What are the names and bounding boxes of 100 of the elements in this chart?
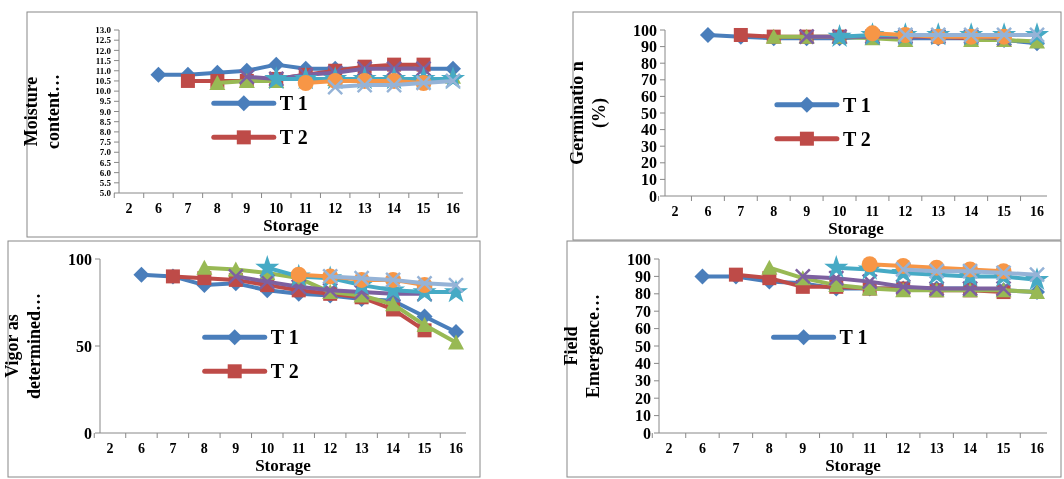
legend-label: T 1 (842, 93, 871, 116)
y-axis-title: Germinatio n (%) (567, 61, 610, 165)
y-tick-label: 100 (68, 250, 92, 268)
x-tick-label: 6 (154, 201, 162, 216)
y-tick-label: 5.0 (99, 188, 112, 199)
x-tick-label: 12 (323, 441, 338, 456)
x-tick-label: 14 (963, 441, 978, 456)
legend-label: T 2 (270, 360, 299, 383)
y-tick-label: 0 (84, 424, 92, 442)
y-tick-label: 50 (635, 337, 651, 355)
x-tick-label: 6 (698, 441, 706, 456)
x-tick-label: 7 (169, 441, 177, 456)
y-tick-label: 80 (641, 54, 657, 72)
y-tick-label: 20 (635, 389, 651, 407)
x-tick-label: 12 (328, 201, 343, 216)
x-axis-title: Storage (255, 456, 312, 475)
y-tick-label: 100 (627, 250, 651, 268)
x-tick-label: 10 (832, 204, 847, 219)
x-tick-label: 2 (106, 441, 114, 456)
y-tick-label: 10 (635, 407, 651, 425)
y-tick-label: 0 (643, 424, 651, 442)
y-tick-label: 13.0 (95, 25, 112, 36)
x-tick-label: 10 (260, 441, 275, 456)
x-tick-label: 6 (137, 441, 145, 456)
x-tick-label: 8 (213, 201, 221, 216)
x-tick-label: 16 (1030, 204, 1044, 219)
x-axis-title: Storage (825, 456, 882, 475)
x-tick-label: 7 (732, 441, 740, 456)
x-tick-label: 6 (704, 204, 712, 219)
x-tick-label: 7 (737, 204, 745, 219)
y-tick-label: 10 (641, 171, 657, 188)
y-tick-label: 8.0 (99, 127, 112, 138)
y-axis-title: Vigor as determined… (2, 293, 44, 399)
x-tick-label: 13 (354, 441, 369, 456)
y-tick-label: 30 (641, 137, 657, 155)
legend-label: T 1 (279, 92, 308, 115)
x-tick-label: 2 (125, 201, 133, 216)
x-tick-label: 2 (665, 441, 673, 456)
x-tick-label: 15 (416, 201, 431, 216)
x-tick-label: 12 (898, 204, 913, 219)
legend-label: T 2 (279, 126, 308, 149)
legend-label: T 2 (842, 127, 871, 150)
y-tick-label: 100 (633, 21, 657, 39)
y-tick-label: 40 (635, 355, 651, 372)
y-tick-label: 60 (635, 320, 651, 338)
x-tick-label: 13 (357, 201, 372, 216)
legend-label: T 1 (270, 326, 299, 349)
x-tick-label: 16 (1030, 441, 1044, 456)
y-tick-label: 50 (641, 104, 657, 122)
x-tick-label: 13 (929, 441, 944, 456)
x-tick-label: 14 (964, 204, 979, 219)
y-tick-label: 5.5 (99, 177, 112, 188)
x-tick-label: 8 (200, 441, 208, 456)
x-tick-label: 11 (299, 201, 313, 216)
y-tick-label: 12.5 (95, 35, 112, 46)
y-tick-label: 90 (641, 38, 657, 56)
x-tick-label: 14 (386, 441, 401, 456)
y-tick-label: 90 (635, 268, 651, 285)
y-tick-label: 8.5 (99, 116, 112, 127)
y-tick-label: 7.0 (99, 147, 112, 158)
y-tick-label: 30 (635, 372, 651, 390)
x-tick-label: 9 (243, 201, 251, 216)
x-tick-label: 16 (449, 441, 463, 456)
x-tick-label: 9 (232, 441, 240, 456)
y-tick-label: 70 (635, 302, 651, 320)
y-tick-label: 11.0 (95, 65, 112, 76)
x-tick-label: 11 (292, 441, 306, 456)
x-axis-title: Storage (263, 216, 320, 235)
y-axis-title: Field Emergence… (561, 294, 603, 398)
y-tick-label: 11.5 (95, 55, 112, 66)
y-tick-label: 20 (641, 154, 657, 172)
y-tick-label: 9.5 (99, 96, 112, 107)
y-tick-label: 40 (641, 121, 657, 139)
y-tick-label: 10.5 (95, 76, 112, 87)
y-tick-label: 12.0 (95, 45, 112, 56)
y-tick-label: 0 (649, 187, 657, 205)
y-tick-label: 70 (641, 71, 657, 89)
y-tick-label: 50 (76, 337, 92, 355)
x-tick-label: 11 (863, 441, 877, 456)
y-tick-label: 10.0 (95, 86, 112, 97)
y-tick-label: 60 (641, 88, 657, 105)
x-tick-label: 7 (184, 201, 192, 216)
x-tick-label: 14 (387, 201, 402, 216)
x-tick-label: 10 (269, 201, 284, 216)
x-tick-label: 15 (997, 204, 1012, 219)
y-axis-title: Moisture content… (21, 74, 63, 149)
y-tick-label: 6.5 (99, 157, 112, 168)
x-tick-label: 2 (671, 204, 679, 219)
y-tick-label: 6.0 (99, 167, 112, 178)
x-tick-label: 8 (765, 441, 773, 456)
x-tick-label: 13 (931, 204, 946, 219)
y-tick-label: 7.5 (99, 137, 112, 148)
y-tick-label: 9.0 (99, 106, 112, 117)
x-tick-label: 10 (829, 441, 844, 456)
x-tick-label: 15 (417, 441, 432, 456)
x-tick-label: 8 (770, 204, 778, 219)
x-tick-label: 12 (896, 441, 911, 456)
x-tick-label: 11 (865, 204, 880, 219)
x-tick-label: 9 (799, 441, 807, 456)
x-tick-label: 9 (803, 204, 811, 219)
